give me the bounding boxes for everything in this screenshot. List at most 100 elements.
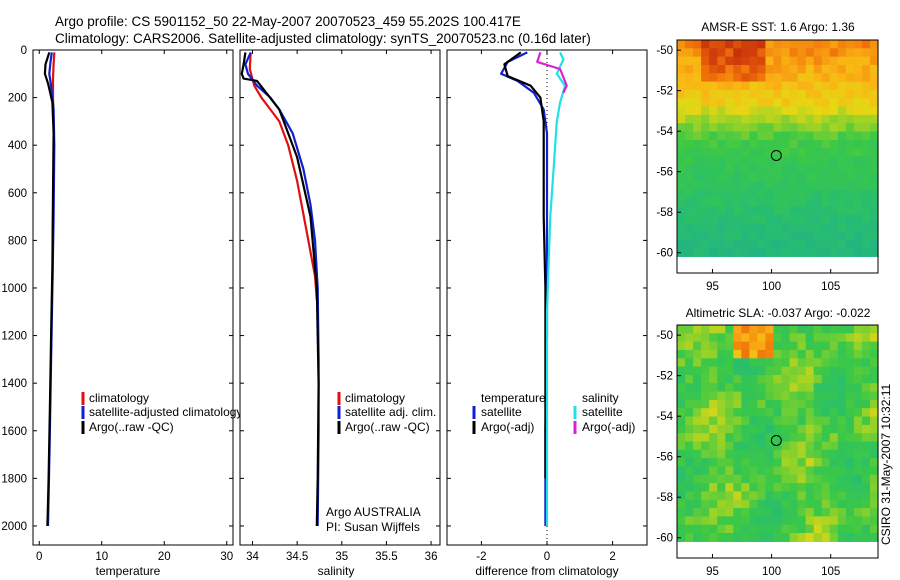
- map-cell: [701, 341, 710, 351]
- map-cell: [765, 40, 775, 49]
- map-cell: [749, 399, 758, 409]
- map-cell: [709, 424, 718, 434]
- map-cell: [741, 164, 750, 174]
- map-cell: [693, 64, 702, 74]
- map-cell: [837, 433, 847, 443]
- map-cell: [845, 366, 855, 376]
- map-cell: [837, 383, 847, 393]
- map-cell: [813, 156, 823, 166]
- map-cell: [829, 408, 839, 418]
- map-cell: [693, 40, 702, 49]
- map-cell: [797, 366, 807, 376]
- map-cell: [725, 491, 734, 501]
- map-cell: [861, 325, 871, 334]
- map-cell: [677, 424, 686, 434]
- map-cell: [773, 533, 783, 542]
- map-cell: [853, 48, 863, 58]
- map-cell: [773, 73, 783, 83]
- map-cell: [741, 383, 750, 393]
- map-cell: [701, 374, 710, 384]
- map-cell: [829, 156, 839, 166]
- x-tick-label: 20: [158, 551, 171, 563]
- map-cell: [709, 114, 718, 124]
- map-cell: [821, 198, 831, 208]
- map-cell: [677, 333, 686, 343]
- map-cell: [781, 181, 791, 191]
- map-cell: [773, 374, 783, 384]
- map-cell: [757, 239, 767, 249]
- map-cell: [853, 499, 863, 509]
- map-cell: [797, 64, 807, 74]
- map-cell: [765, 173, 775, 183]
- map-cell: [677, 441, 686, 451]
- map-cell: [677, 341, 686, 351]
- map-cell: [717, 164, 726, 174]
- map-cell: [677, 374, 686, 384]
- map-cell: [757, 48, 767, 58]
- y-tick-label: 0: [21, 45, 27, 57]
- map-cell: [741, 239, 750, 249]
- map-cell: [733, 214, 742, 224]
- map-cell: [733, 508, 742, 517]
- map-cell: [853, 474, 863, 484]
- map-cell: [717, 508, 726, 517]
- map-cell: [773, 424, 783, 434]
- map-cell: [765, 164, 775, 174]
- map-cell: [741, 341, 750, 351]
- map-cell: [693, 223, 702, 232]
- map-cell: [765, 64, 775, 74]
- map-cell: [773, 239, 783, 249]
- map-cell: [837, 516, 847, 526]
- map-cell: [709, 441, 718, 451]
- map-cell: [677, 81, 686, 91]
- map-cell: [869, 533, 879, 542]
- map-cell: [805, 399, 815, 409]
- map-cell: [709, 416, 718, 426]
- map-cell: [861, 173, 871, 183]
- map-cell: [797, 173, 807, 183]
- map-cell: [701, 64, 710, 74]
- map-cell: [773, 173, 783, 183]
- map-cell: [837, 391, 847, 401]
- map-y-tick-label: -52: [656, 371, 673, 383]
- map-cell: [813, 40, 823, 49]
- map-cell: [677, 214, 686, 224]
- map-cell: [853, 173, 863, 183]
- map-cell: [813, 214, 823, 224]
- map-cell: [765, 533, 775, 542]
- map-cell: [797, 458, 807, 468]
- map-cell: [701, 449, 710, 459]
- map-cell: [861, 248, 871, 257]
- map-cell: [805, 341, 815, 351]
- map-cell: [765, 81, 775, 91]
- map-cell: [701, 164, 710, 174]
- map-cell: [797, 508, 807, 517]
- map-cell: [821, 399, 831, 409]
- map-cell: [757, 181, 767, 191]
- map-cell: [725, 73, 734, 83]
- map-cell: [749, 40, 758, 49]
- map-cell: [717, 383, 726, 393]
- map-cell: [861, 449, 871, 459]
- map-cell: [733, 48, 742, 58]
- map-cell: [861, 89, 871, 99]
- map-cell: [853, 40, 863, 49]
- map-cell: [765, 466, 775, 476]
- map-cell: [733, 239, 742, 249]
- map-cell: [837, 349, 847, 359]
- map-cell: [861, 533, 871, 542]
- map-cell: [789, 533, 799, 542]
- map-cell: [861, 181, 871, 191]
- map-cell: [821, 349, 831, 359]
- map-cell: [685, 123, 694, 133]
- map-cell: [853, 81, 863, 91]
- map-cell: [797, 474, 807, 484]
- map-cell: [701, 248, 710, 257]
- map-cell: [685, 424, 694, 434]
- map-cell: [781, 89, 791, 99]
- map-cell: [749, 64, 758, 74]
- map-cell: [757, 198, 767, 208]
- map-cell: [677, 148, 686, 158]
- map-cell: [757, 508, 767, 517]
- map-cell: [773, 123, 783, 133]
